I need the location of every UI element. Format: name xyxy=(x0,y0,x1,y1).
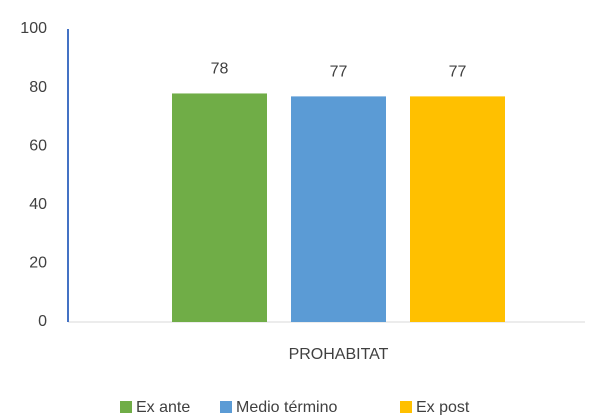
data-label: 78 xyxy=(211,61,229,78)
y-tick-label: 60 xyxy=(29,137,47,154)
x-tick-label: PROHABITAT xyxy=(289,346,389,363)
legend-label: Ex post xyxy=(416,399,470,415)
y-tick-label: 20 xyxy=(29,255,47,272)
y-tick-label: 80 xyxy=(29,79,47,96)
data-label: 77 xyxy=(330,64,348,81)
legend-swatch xyxy=(120,401,132,413)
y-tick-label: 0 xyxy=(38,313,47,330)
bar xyxy=(172,93,267,323)
data-label: 77 xyxy=(449,64,467,81)
bar xyxy=(291,96,386,322)
legend-label: Medio término xyxy=(236,399,337,415)
legend-swatch xyxy=(400,401,412,413)
legend-label: Ex ante xyxy=(136,399,190,415)
y-tick-label: 100 xyxy=(20,20,47,37)
bar xyxy=(410,96,505,322)
y-tick-label: 40 xyxy=(29,196,47,213)
legend-swatch xyxy=(220,401,232,413)
